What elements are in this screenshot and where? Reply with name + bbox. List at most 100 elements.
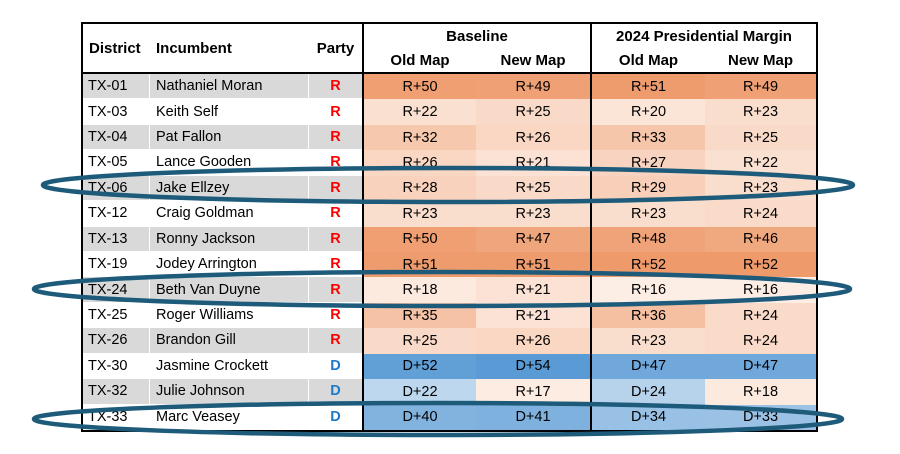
table-row-tx-19: TX-19 Jodey Arrington R R+51 R+51 R+52 R+52 — [83, 252, 816, 278]
pres2024-old-map-cell: D+24 — [590, 379, 705, 405]
baseline-old-map-cell: D+40 — [362, 404, 476, 430]
district-cell: TX-03 — [83, 99, 150, 125]
party-cell: R — [309, 277, 362, 303]
incumbent-cell: Pat Fallon — [150, 124, 309, 151]
baseline-old-map-cell: R+51 — [362, 252, 476, 278]
table-row-tx-33: TX-33 Marc Veasey D D+40 D+41 D+34 D+33 — [83, 404, 816, 430]
table-row-tx-13: TX-13 Ronny Jackson R R+50 R+47 R+48 R+46 — [83, 226, 816, 252]
baseline-new-map-cell: R+26 — [476, 328, 590, 354]
pres2024-new-map-cell: R+49 — [705, 74, 816, 100]
pres2024-new-map-cell: R+24 — [705, 302, 816, 329]
baseline-new-map-cell: R+23 — [476, 201, 590, 227]
table-row-tx-30: TX-30 Jasmine Crockett D D+52 D+54 D+47 D+47 — [83, 353, 816, 380]
pres2024-new-map-cell: R+46 — [705, 226, 816, 252]
column-header-district: District — [89, 39, 141, 57]
baseline-old-map-cell: D+22 — [362, 379, 476, 405]
pres2024-new-map-cell: R+23 — [705, 175, 816, 202]
baseline-old-map-cell: R+28 — [362, 175, 476, 202]
pres2024-new-map-cell: R+25 — [705, 124, 816, 151]
pres2024-old-map-cell: R+48 — [590, 226, 705, 252]
party-cell: D — [309, 404, 362, 430]
pres2024-new-map-cell: D+33 — [705, 404, 816, 430]
column-header-2024-new-map: New Map — [727, 51, 793, 69]
pres2024-old-map-cell: R+23 — [590, 201, 705, 227]
party-cell: R — [309, 201, 362, 227]
table-body: TX-01 Nathaniel Moran R R+50 R+49 R+51 R+49 TX-… — [83, 74, 816, 430]
baseline-old-map-cell: R+23 — [362, 201, 476, 227]
table-row-tx-03: TX-03 Keith Self R R+22 R+25 R+20 R+23 — [83, 99, 816, 125]
district-cell: TX-01 — [83, 74, 150, 100]
pres2024-new-map-cell: R+22 — [705, 150, 816, 176]
party-cell: D — [309, 379, 362, 405]
party-cell: R — [309, 252, 362, 278]
pres2024-new-map-cell: R+24 — [705, 201, 816, 227]
baseline-old-map-cell: R+50 — [362, 74, 476, 100]
baseline-new-map-cell: R+51 — [476, 252, 590, 278]
incumbent-cell: Julie Johnson — [150, 379, 309, 405]
baseline-new-map-cell: R+47 — [476, 226, 590, 252]
table-row-tx-01: TX-01 Nathaniel Moran R R+50 R+49 R+51 R+49 — [83, 74, 816, 100]
party-cell: R — [309, 226, 362, 252]
district-cell: TX-12 — [83, 201, 150, 227]
district-cell: TX-30 — [83, 353, 150, 380]
incumbent-cell: Jasmine Crockett — [150, 353, 309, 380]
table-row-tx-25: TX-25 Roger Williams R R+35 R+21 R+36 R+24 — [83, 302, 816, 329]
incumbent-cell: Jake Ellzey — [150, 175, 309, 202]
pres2024-old-map-cell: R+16 — [590, 277, 705, 303]
pres2024-old-map-cell: R+29 — [590, 175, 705, 202]
baseline-old-map-cell: R+25 — [362, 328, 476, 354]
district-cell: TX-04 — [83, 124, 150, 151]
baseline-new-map-cell: R+25 — [476, 99, 590, 125]
baseline-old-map-cell: R+35 — [362, 302, 476, 329]
pres2024-new-map-cell: R+24 — [705, 328, 816, 354]
column-group-2024-presidential-margin: 2024 Presidential Margin — [590, 24, 816, 48]
pres2024-old-map-cell: R+20 — [590, 99, 705, 125]
party-cell: R — [309, 328, 362, 354]
incumbent-cell: Craig Goldman — [150, 201, 309, 227]
pres2024-new-map-cell: R+52 — [705, 252, 816, 278]
table-row-tx-04: TX-04 Pat Fallon R R+32 R+26 R+33 R+25 — [83, 124, 816, 151]
table-row-tx-06: TX-06 Jake Ellzey R R+28 R+25 R+29 R+23 — [83, 175, 816, 202]
party-cell: R — [309, 150, 362, 176]
district-cell: TX-13 — [83, 226, 150, 252]
column-header-baseline-old-map: Old Map — [362, 48, 476, 72]
district-cell: TX-25 — [83, 302, 150, 329]
incumbent-cell: Beth Van Duyne — [150, 277, 309, 303]
pres2024-old-map-cell: R+33 — [590, 124, 705, 151]
column-header-incumbent: Incumbent — [156, 39, 232, 57]
baseline-new-map-cell: R+26 — [476, 124, 590, 151]
table-row-tx-24: TX-24 Beth Van Duyne R R+18 R+21 R+16 R+16 — [83, 277, 816, 303]
pres2024-new-map-cell: R+23 — [705, 99, 816, 125]
district-cell: TX-05 — [83, 150, 150, 176]
table-row-tx-26: TX-26 Brandon Gill R R+25 R+26 R+23 R+24 — [83, 328, 816, 354]
baseline-new-map-cell: R+17 — [476, 379, 590, 405]
incumbent-cell: Keith Self — [150, 99, 309, 125]
pres2024-old-map-cell: D+34 — [590, 404, 705, 430]
district-cell: TX-33 — [83, 404, 150, 430]
district-cell: TX-06 — [83, 175, 150, 202]
table-header: District Incumbent Party Baseline 2024 P… — [83, 24, 816, 74]
pres2024-old-map-cell: R+36 — [590, 302, 705, 329]
pres2024-new-map-cell: R+18 — [705, 379, 816, 405]
table-row-tx-05: TX-05 Lance Gooden R R+26 R+21 R+27 R+22 — [83, 150, 816, 176]
party-cell: R — [309, 302, 362, 329]
baseline-old-map-cell: D+52 — [362, 353, 476, 380]
table-row-tx-32: TX-32 Julie Johnson D D+22 R+17 D+24 R+18 — [83, 379, 816, 405]
baseline-old-map-cell: R+18 — [362, 277, 476, 303]
baseline-old-map-cell: R+22 — [362, 99, 476, 125]
pres2024-old-map-cell: R+27 — [590, 150, 705, 176]
incumbent-cell: Brandon Gill — [150, 328, 309, 354]
pres2024-new-map-cell: D+47 — [705, 353, 816, 380]
party-cell: R — [309, 99, 362, 125]
column-group-baseline: Baseline — [362, 24, 590, 48]
baseline-old-map-cell: R+26 — [362, 150, 476, 176]
column-header-party: Party — [316, 39, 355, 57]
baseline-new-map-cell: R+21 — [476, 150, 590, 176]
redistricting-margins-table: District Incumbent Party Baseline 2024 P… — [81, 22, 818, 432]
column-header-baseline-new-map: New Map — [500, 51, 566, 69]
baseline-new-map-cell: R+21 — [476, 277, 590, 303]
pres2024-old-map-cell: R+51 — [590, 74, 705, 100]
party-cell: R — [309, 74, 362, 100]
district-cell: TX-24 — [83, 277, 150, 303]
